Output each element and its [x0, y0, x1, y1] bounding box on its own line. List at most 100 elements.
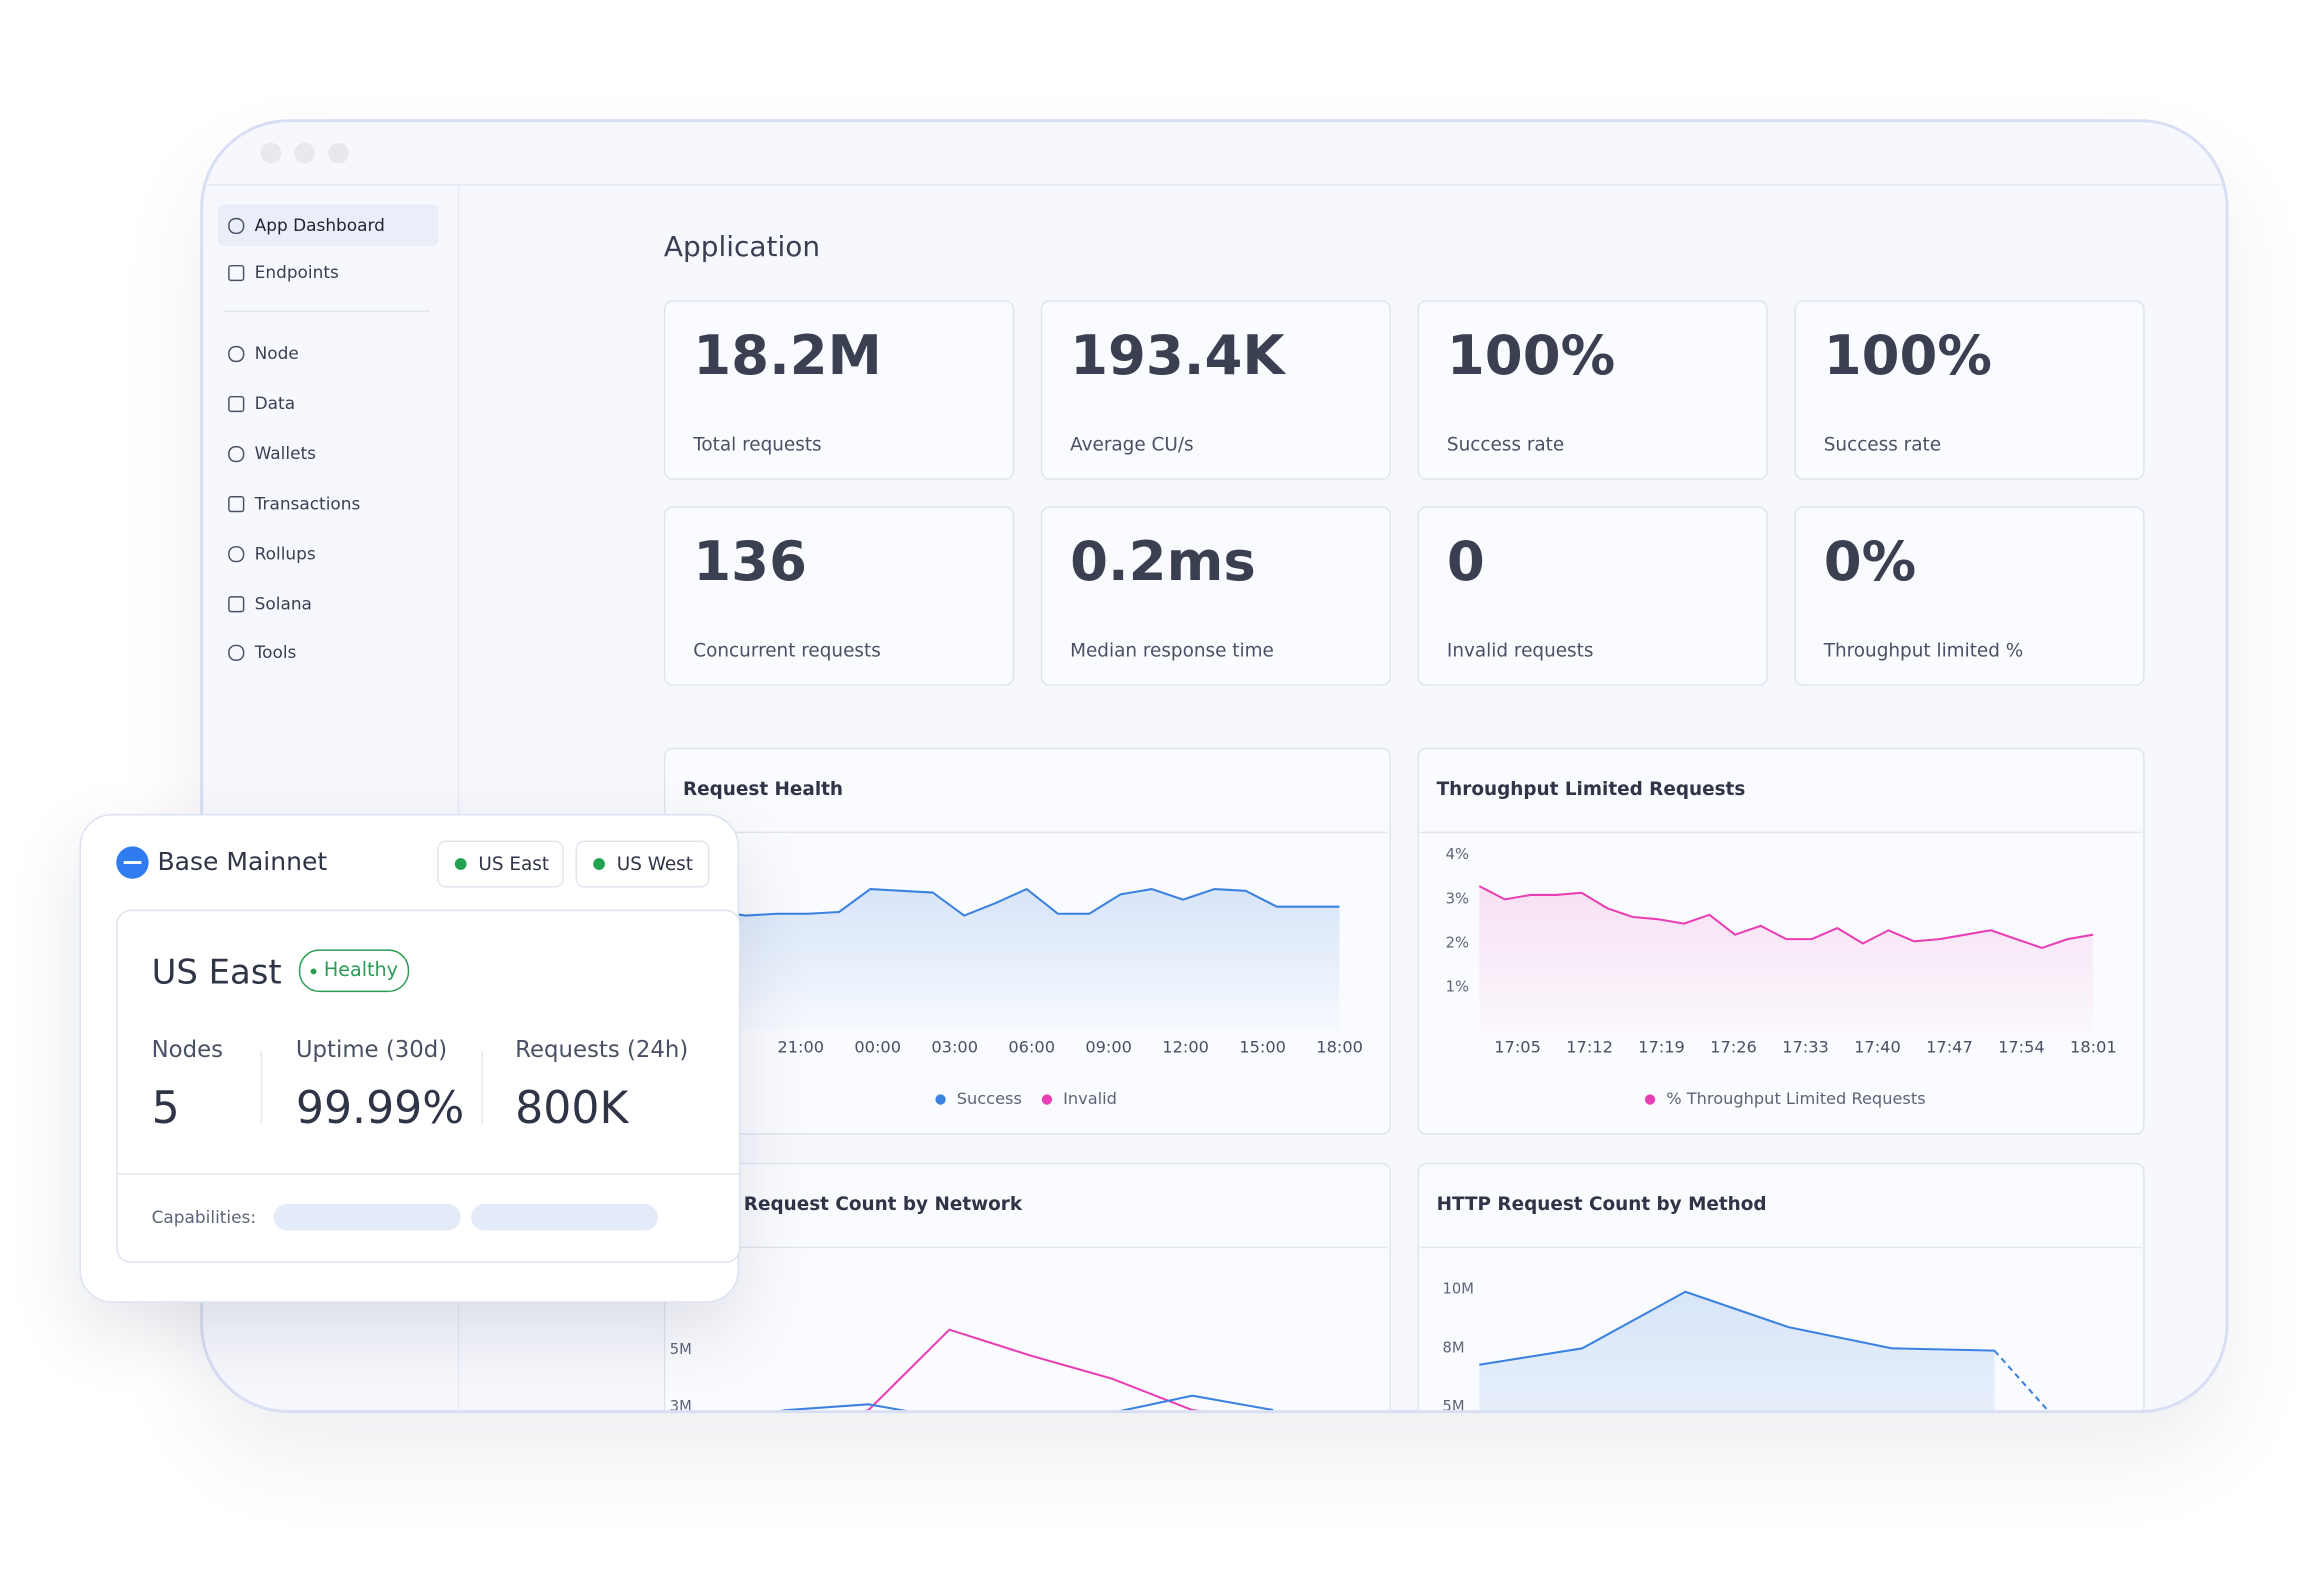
region-tab[interactable]: US East: [437, 840, 564, 888]
nav-item: Tools: [254, 641, 297, 663]
x-tick-label: 00:00: [854, 1038, 901, 1057]
stat-divider: [481, 1050, 483, 1125]
app-content: Application App Dashboard Endpoints Node Da…: [203, 122, 2226, 1413]
nav-item: Data: [254, 393, 296, 414]
nav-item: Transactions: [254, 493, 361, 514]
x-tick-label: 17:33: [1782, 1038, 1829, 1057]
stat-value: 136: [693, 529, 807, 594]
y-tick-label: 5M: [1443, 1398, 1465, 1413]
stat-card: [1417, 506, 1768, 686]
stat-card: [1040, 506, 1391, 686]
stat-label: Concurrent requests: [693, 638, 881, 661]
chart-header-line: [663, 1246, 1389, 1249]
card-stat-value: 99.99%: [295, 1083, 465, 1135]
x-tick-label: 17:40: [1854, 1038, 1901, 1057]
series-line: [713, 888, 1340, 917]
stat-value: 0.2ms: [1070, 529, 1256, 594]
y-tick-label: 3M: [670, 1398, 692, 1413]
stat-card: [1794, 506, 2145, 686]
y-tick-label: 5M: [670, 1341, 692, 1358]
y-tick-label: 8M: [1443, 1339, 1465, 1356]
x-tick-label: 17:12: [1566, 1038, 1613, 1057]
region-name: US East: [151, 953, 282, 993]
stat-value: 100%: [1823, 323, 1992, 388]
nav-item: Wallets: [254, 443, 316, 464]
series-line: [779, 1394, 1274, 1411]
stat-label: Throughput limited %: [1823, 638, 2024, 661]
card-stat-label: Nodes: [151, 1036, 224, 1063]
card-stat-label: Uptime (30d): [295, 1036, 448, 1063]
nav-icon: [228, 596, 245, 613]
capabilities-label: Capabilities:: [151, 1206, 257, 1228]
card-stat-value: 5: [151, 1083, 180, 1135]
x-tick-label: 18:01: [2070, 1038, 2117, 1057]
status-pill: Healthy: [298, 949, 410, 993]
x-tick-label: 03:00: [931, 1038, 978, 1057]
legend-label: Success: [957, 1089, 1022, 1108]
nav-icon: [228, 395, 245, 413]
nav-icon: [228, 345, 245, 363]
region-tab[interactable]: US West: [575, 840, 710, 888]
chart-title: HTTP Request Count by Method: [1436, 1192, 1767, 1215]
series-line: [864, 1328, 1201, 1411]
series-line: [1478, 885, 2094, 949]
x-tick-label: 15:00: [1239, 1038, 1286, 1057]
charts-layer: 21:00 00:00 03:00 06:00 09:00 12:00 15:00 18:00…: [670, 846, 2117, 1413]
series-area: [713, 889, 1340, 1031]
region-tab-label: US East: [478, 852, 550, 875]
window-dot: [260, 142, 282, 164]
chart-title: Request Health: [682, 777, 844, 800]
chart-header-line: [1417, 1246, 2142, 1249]
y-tick-label: 3%: [1446, 890, 1469, 907]
stat-card: [663, 300, 1015, 480]
x-tick-label: 21:00: [777, 1038, 824, 1057]
nav-icon: [228, 217, 245, 235]
series-area: [1479, 886, 2094, 1032]
network-card: Base Mainnet US East US West US East Hea…: [79, 813, 741, 1303]
y-tick-label: 1%: [1446, 979, 1469, 996]
stat-label: Average CU/s: [1070, 432, 1194, 455]
chart-title: HTTP Request Count by Network: [682, 1192, 1023, 1215]
x-tick-label: 09:00: [1085, 1038, 1132, 1057]
nav-icon: [228, 445, 245, 463]
x-tick-label: 17:26: [1710, 1038, 1757, 1057]
window-dot: [328, 142, 349, 164]
nav-item: Solana: [254, 593, 312, 614]
capability-placeholder: [273, 1204, 461, 1231]
stat-label: Success rate: [1446, 432, 1565, 455]
nav-icon: [228, 496, 245, 513]
card-stat-value: 800K: [515, 1083, 629, 1135]
y-tick-label: 10M: [1443, 1280, 1474, 1297]
card-stat-label: Requests (24h): [515, 1036, 689, 1063]
x-tick-label: 17:05: [1494, 1038, 1541, 1057]
x-tick-label: 12:00: [1162, 1038, 1209, 1057]
series-area: [1479, 1291, 1995, 1411]
panel-divider: [117, 1173, 739, 1175]
x-tick-label: 18:00: [1316, 1038, 1363, 1057]
stat-value: 18.2M: [693, 323, 882, 388]
network-icon: [116, 846, 149, 879]
chart-panel: [663, 1162, 1391, 1411]
title-bar-line: [203, 183, 2226, 186]
legend-label: % Throughput Limited Requests: [1666, 1089, 1925, 1108]
stat-value: 0%: [1823, 529, 1917, 594]
page-title: Application: [663, 231, 821, 264]
legend-label: Invalid: [1063, 1089, 1117, 1108]
capability-placeholder: [471, 1204, 658, 1231]
nav-icon: [228, 264, 245, 282]
nav-item: Rollups: [254, 543, 316, 564]
series-line: [1479, 1290, 1995, 1366]
nav-icon: [228, 546, 245, 563]
x-tick-label: 06:00: [1008, 1038, 1055, 1057]
stat-divider: [260, 1050, 263, 1125]
stat-label: Success rate: [1823, 432, 1942, 455]
chart-header-line: [1417, 831, 2142, 834]
stat-label: Median response time: [1070, 638, 1274, 661]
active-nav-bg: [217, 204, 439, 246]
x-tick-label: 17:47: [1926, 1038, 1973, 1057]
stat-value: 100%: [1446, 323, 1616, 388]
stat-card: [1417, 300, 1768, 480]
x-tick-label: 17:19: [1638, 1038, 1685, 1057]
series-line-dashed: [1993, 1349, 2049, 1411]
sidebar-divider: [457, 183, 460, 1411]
